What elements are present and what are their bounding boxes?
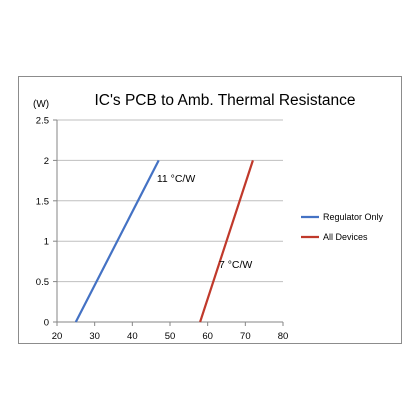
x-tick-label-6: 80: [278, 331, 289, 342]
annotation-0: 11 °C/W: [157, 173, 196, 185]
axes: [53, 119, 284, 326]
grid-lines: [57, 119, 283, 283]
y-tick-label-5: 2.5: [36, 116, 49, 127]
annotations: 11 °C/W 7 °C/W: [157, 173, 253, 271]
x-tick-labels: 20 30 40 50 60 70 80: [52, 331, 289, 342]
y-tick-label-1: 0.5: [36, 277, 49, 288]
x-tick-label-0: 20: [52, 331, 63, 342]
x-tick-label-3: 50: [165, 331, 176, 342]
annotation-1: 7 °C/W: [219, 259, 252, 271]
x-tick-label-5: 70: [240, 331, 251, 342]
legend: Regulator Only All Devices: [301, 212, 384, 242]
x-tick-label-4: 60: [202, 331, 213, 342]
chart-frame: IC's PCB to Amb. Thermal Resistance (W) …: [18, 76, 402, 344]
x-tick-label-1: 30: [89, 331, 100, 342]
legend-label-0: Regulator Only: [323, 212, 384, 222]
series-line-1: [199, 160, 254, 323]
y-tick-label-4: 2: [44, 156, 49, 167]
y-unit-label: (W): [33, 99, 49, 110]
y-tick-label-3: 1.5: [36, 196, 49, 207]
y-tick-label-0: 0: [44, 318, 49, 329]
legend-label-1: All Devices: [323, 232, 368, 242]
y-tick-labels: 0 0.5 1 1.5 2 2.5: [36, 116, 49, 329]
series-lines: [74, 159, 254, 323]
chart-title: IC's PCB to Amb. Thermal Resistance: [94, 92, 355, 109]
x-tick-label-2: 40: [127, 331, 138, 342]
series-line-0: [74, 159, 160, 323]
y-tick-label-2: 1: [44, 237, 49, 248]
chart-svg: IC's PCB to Amb. Thermal Resistance (W) …: [33, 92, 384, 342]
